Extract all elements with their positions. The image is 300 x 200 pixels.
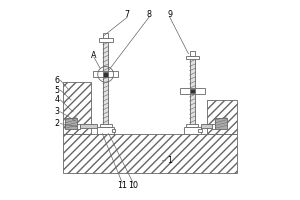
Text: 3: 3 bbox=[54, 107, 59, 116]
Bar bbox=[80, 124, 97, 128]
Bar bbox=[212, 124, 215, 129]
Bar bbox=[190, 51, 195, 56]
Bar bbox=[201, 124, 212, 128]
Bar bbox=[190, 89, 195, 93]
Bar bbox=[77, 124, 80, 129]
Text: 11: 11 bbox=[117, 181, 128, 190]
Text: 9: 9 bbox=[167, 10, 172, 19]
Bar bbox=[185, 56, 199, 59]
Bar bbox=[187, 124, 198, 127]
Text: 4: 4 bbox=[54, 96, 59, 104]
Bar bbox=[103, 72, 108, 77]
Text: A: A bbox=[91, 51, 97, 60]
Text: 8: 8 bbox=[146, 10, 152, 19]
Bar bbox=[63, 134, 237, 173]
Bar bbox=[65, 118, 77, 129]
Bar bbox=[99, 38, 112, 42]
Bar bbox=[97, 127, 114, 134]
Bar bbox=[215, 118, 227, 129]
Bar bbox=[63, 82, 91, 134]
Text: 5: 5 bbox=[54, 86, 59, 95]
Bar bbox=[184, 127, 201, 134]
Bar bbox=[112, 129, 115, 132]
Text: 10: 10 bbox=[128, 181, 138, 190]
Bar bbox=[103, 33, 108, 38]
Bar bbox=[103, 41, 108, 134]
Bar bbox=[180, 88, 205, 94]
Bar bbox=[93, 71, 119, 77]
Bar bbox=[198, 129, 202, 132]
Text: 1: 1 bbox=[167, 156, 172, 165]
Text: 2: 2 bbox=[54, 119, 59, 128]
Bar bbox=[100, 124, 112, 127]
Bar bbox=[207, 100, 237, 134]
Text: 7: 7 bbox=[125, 10, 130, 19]
Text: 6: 6 bbox=[54, 76, 59, 85]
Bar bbox=[190, 57, 195, 134]
